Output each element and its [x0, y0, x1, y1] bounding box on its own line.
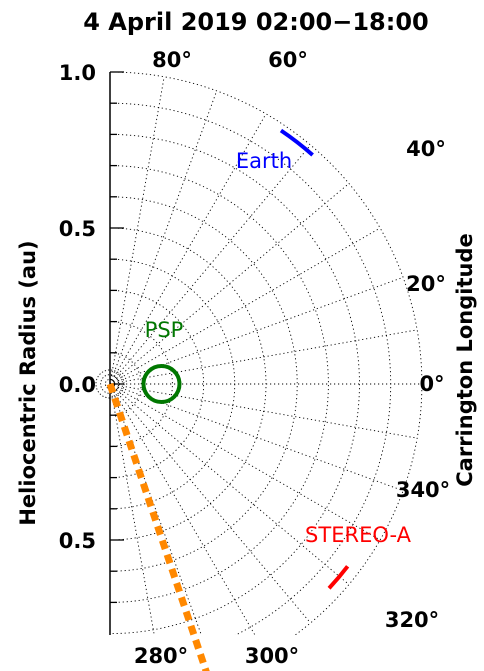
longitude-labels: 80° 60° 40° 20° 0° 340° 320° 300° 280° — [134, 48, 450, 668]
y-tick-label: 0.0 — [59, 373, 96, 397]
grid-spoke — [109, 144, 311, 385]
longitude-label: 60° — [268, 48, 308, 72]
grid-spoke — [109, 383, 350, 585]
longitude-label: 340° — [396, 478, 450, 502]
y-tick-label: 1.0 — [59, 61, 96, 85]
grid-spoke — [109, 383, 256, 635]
grid-spoke — [109, 383, 311, 624]
series-layer: Earth PSP STEREO-A — [106, 128, 412, 671]
longitude-label: 320° — [385, 608, 439, 632]
series-dashed-line — [106, 382, 210, 671]
series-label-stereo-a: STEREO-A — [305, 523, 412, 547]
grid-spoke — [109, 383, 155, 635]
grid-ring — [109, 321, 173, 447]
y-axis-label: Heliocentric Radius (au) — [16, 240, 40, 525]
series-psp-marker — [141, 364, 182, 404]
longitude-label: 280° — [134, 644, 188, 668]
chart-title: 4 April 2019 02:00−18:00 — [83, 8, 429, 36]
radius-axis: 1.0 0.5 0.0 0.5 — [59, 61, 124, 635]
grid-spoke — [109, 90, 218, 385]
right-axis-label: Carrington Longitude — [453, 233, 477, 486]
longitude-label: 80° — [152, 48, 192, 72]
grid-spoke — [109, 383, 381, 541]
series-earth-arc — [279, 128, 314, 157]
y-tick-label: 0.5 — [59, 217, 96, 241]
grid-spoke — [109, 76, 165, 385]
grid-ring-inner — [95, 369, 125, 399]
grid-spoke — [109, 183, 350, 385]
series-label-psp: PSP — [145, 318, 184, 342]
grid-spoke — [109, 383, 202, 635]
grid-spoke — [109, 329, 418, 385]
longitude-label: 300° — [245, 644, 299, 668]
grid-ring — [109, 258, 236, 510]
grid-spoke — [109, 383, 418, 439]
grid-spoke — [109, 113, 267, 385]
series-stereo-a-arc — [327, 565, 350, 590]
series-label-earth: Earth — [236, 149, 292, 173]
polar-grid — [95, 72, 423, 635]
grid-spoke — [109, 227, 381, 385]
longitude-label: 0° — [419, 372, 444, 396]
longitude-label: 20° — [406, 272, 446, 296]
y-tick-label: 0.5 — [59, 529, 96, 553]
longitude-label: 40° — [406, 137, 446, 161]
